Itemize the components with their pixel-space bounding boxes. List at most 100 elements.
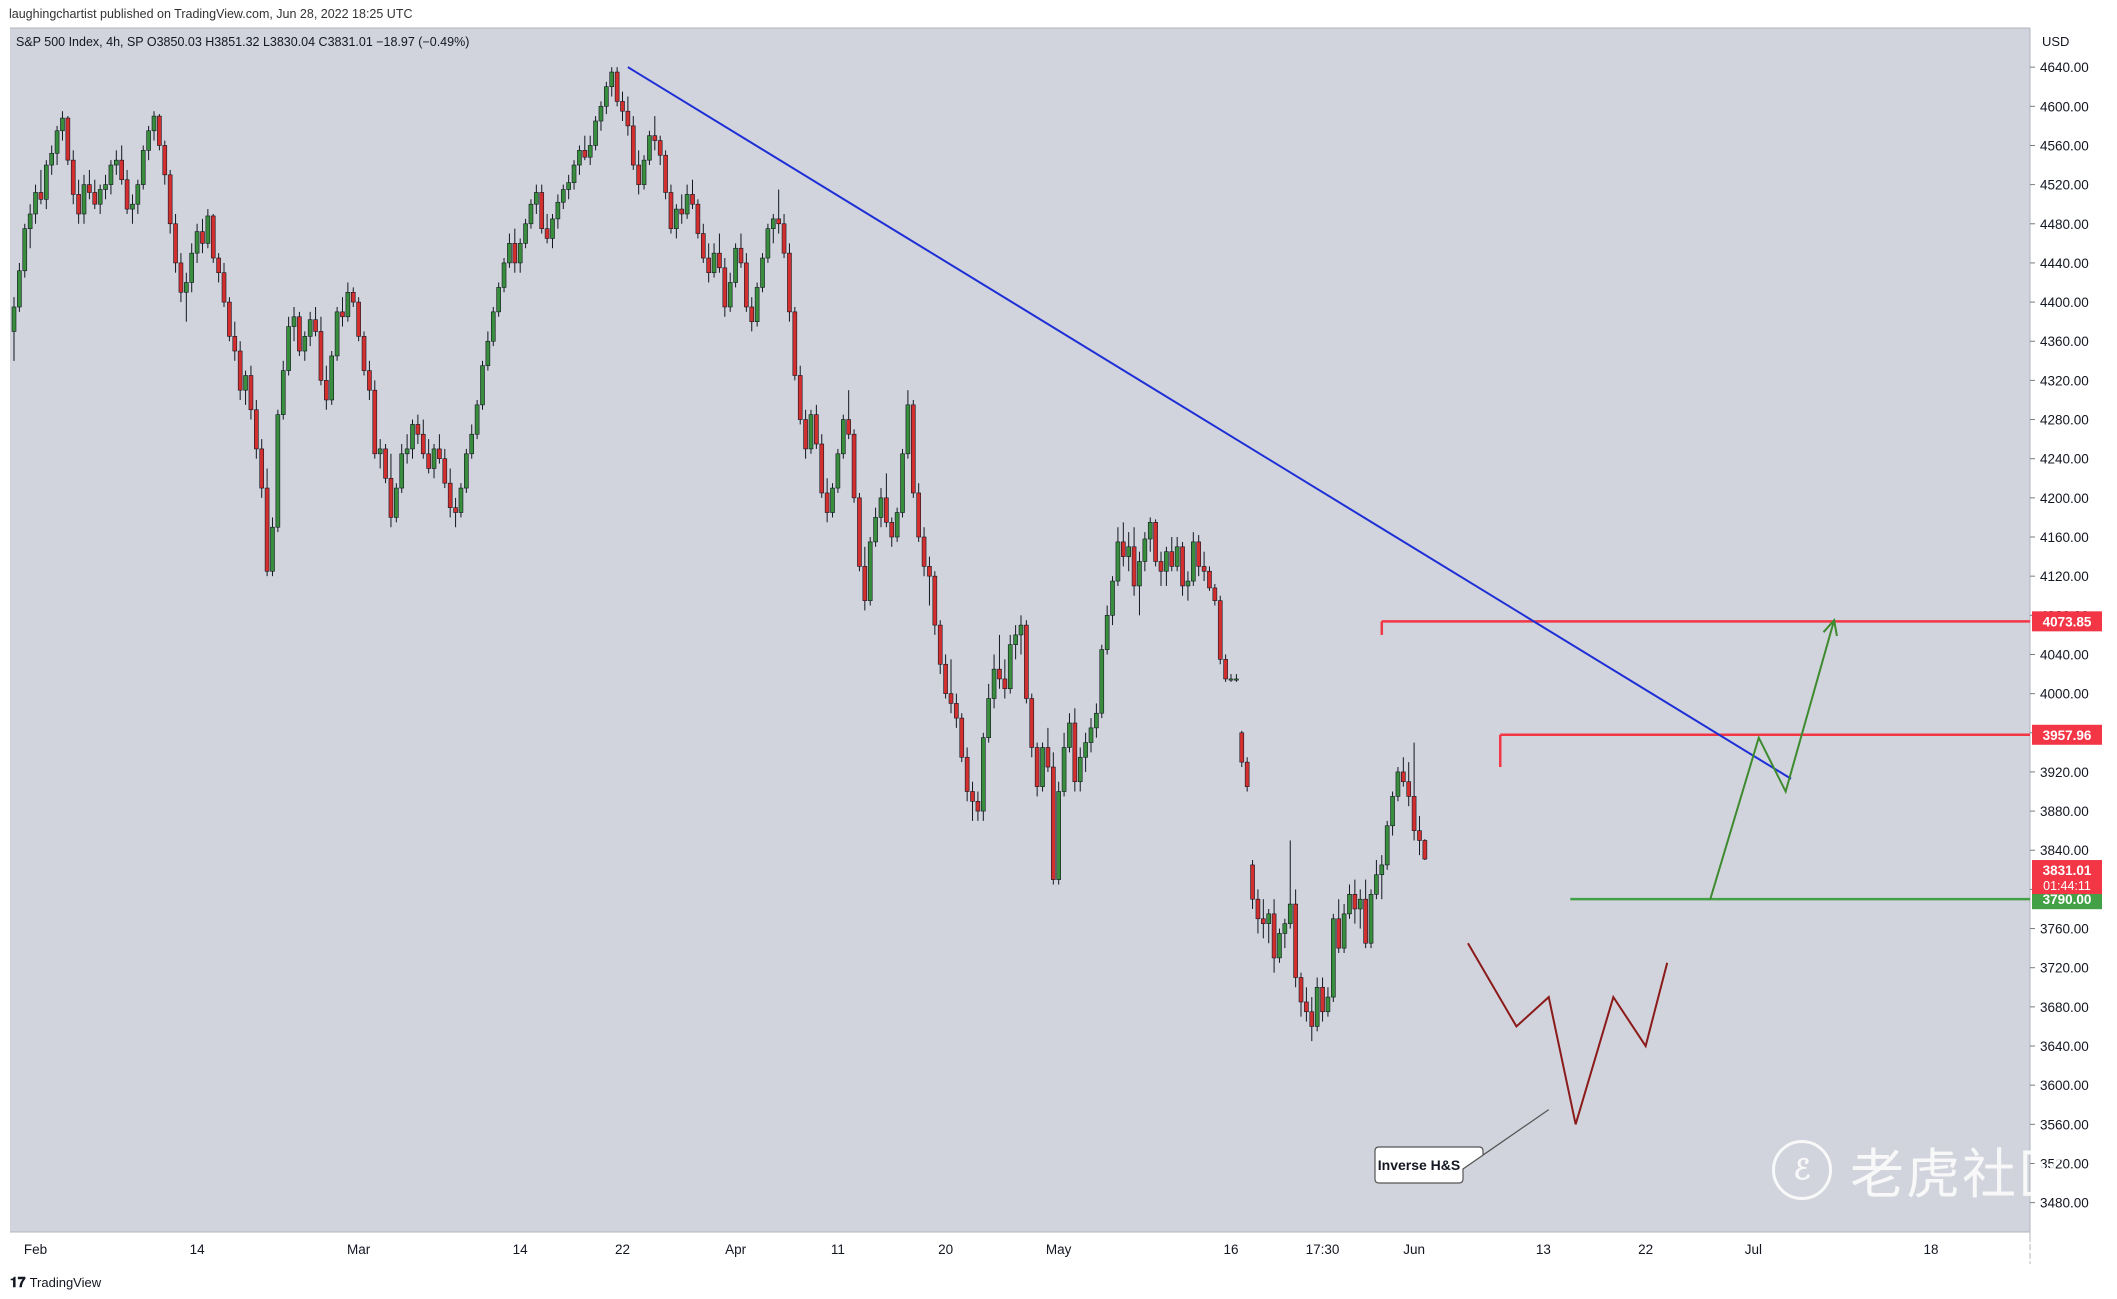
candle-body[interactable] [921,536,927,567]
candle-body[interactable] [410,424,415,450]
candle-body[interactable] [1357,898,1363,910]
candle-body[interactable] [577,150,582,166]
candle-body[interactable] [937,624,943,665]
candle-body[interactable] [307,319,313,337]
candle-body[interactable] [237,350,243,391]
candle-body[interactable] [1072,722,1078,783]
candle-body[interactable] [528,203,534,225]
candle-body[interactable] [997,668,1002,680]
candle-body[interactable] [722,267,728,308]
candle-body[interactable] [324,380,329,401]
candle-body[interactable] [60,117,65,132]
candle-body[interactable] [501,262,507,288]
candle-body[interactable] [361,336,367,371]
candle-body[interactable] [205,215,211,244]
candle-body[interactable] [1228,678,1234,681]
candle-body[interactable] [1223,659,1228,680]
candle-body[interactable] [1029,698,1035,748]
candle-body[interactable] [1234,678,1239,681]
candle-body[interactable] [1277,933,1282,959]
candle-body[interactable] [227,301,232,337]
candle-body[interactable] [760,257,765,288]
candle-body[interactable] [507,243,512,264]
candle-body[interactable] [1169,551,1175,567]
candle-body[interactable] [367,370,372,391]
candle-body[interactable] [857,497,862,567]
candle-body[interactable] [1250,864,1255,900]
candle-body[interactable] [970,791,975,802]
candle-body[interactable] [27,213,33,229]
candle-body[interactable] [259,448,265,489]
candle-body[interactable] [1099,649,1105,714]
candle-body[interactable] [1104,615,1110,650]
candle-body[interactable] [754,287,760,322]
candle-body[interactable] [377,448,383,455]
candle-body[interactable] [1174,546,1180,567]
candle-body[interactable] [647,135,652,161]
candle-body[interactable] [248,375,254,411]
candle-body[interactable] [1212,587,1218,601]
candle-body[interactable] [426,453,431,469]
candle-body[interactable] [151,115,157,132]
candle-body[interactable] [1325,996,1331,1013]
candle-body[interactable] [49,152,54,166]
candle-body[interactable] [447,482,453,508]
candle-body[interactable] [1255,898,1261,920]
candle-body[interactable] [862,566,868,601]
candle-body[interactable] [33,192,38,215]
candle-body[interactable] [114,159,119,166]
candle-body[interactable] [87,184,92,193]
candle-body[interactable] [270,526,275,572]
candle-body[interactable] [636,164,641,185]
candle-body[interactable] [560,189,566,203]
candle-body[interactable] [356,301,361,337]
candle-body[interactable] [1185,580,1191,587]
candle-body[interactable] [910,404,916,494]
candle-body[interactable] [81,184,87,215]
candle-body[interactable] [620,101,625,112]
candle-body[interactable] [1180,546,1185,587]
candle-body[interactable] [1131,546,1137,587]
candle-body[interactable] [1201,566,1207,572]
candle-body[interactable] [490,311,496,342]
candle-body[interactable] [539,192,545,229]
candle-body[interactable] [652,135,658,141]
candle-body[interactable] [243,375,248,391]
candle-body[interactable] [1002,678,1008,690]
candle-body[interactable] [254,409,259,450]
candle-body[interactable] [1196,541,1201,567]
candle-body[interactable] [819,443,825,494]
candle-body[interactable] [1282,923,1288,934]
candle-body[interactable] [1239,732,1245,763]
candle-body[interactable] [727,282,733,308]
candle-body[interactable] [1244,761,1250,787]
candle-body[interactable] [1067,722,1072,748]
candle-body[interactable] [566,182,571,190]
candle-body[interactable] [808,414,814,450]
candle-body[interactable] [657,140,663,156]
candle-body[interactable] [70,159,76,195]
candle-body[interactable] [65,117,71,161]
candle-body[interactable] [97,189,103,205]
candle-body[interactable] [846,419,851,435]
candle-body[interactable] [1395,771,1401,797]
candle-body[interactable] [894,512,900,538]
tradingview-logo[interactable]: 𝟏𝟕 TradingView [10,1274,101,1291]
candle-body[interactable] [1007,644,1013,690]
candle-body[interactable] [1266,913,1272,924]
candle-body[interactable] [582,150,588,158]
candle-body[interactable] [512,243,518,264]
candle-body[interactable] [1336,918,1342,949]
candle-body[interactable] [431,448,437,469]
candle-body[interactable] [641,159,647,185]
candle-body[interactable] [765,228,771,259]
candle-body[interactable] [1401,771,1406,783]
candle-body[interactable] [437,448,442,459]
candle-body[interactable] [399,453,405,489]
annotation-callout[interactable] [1374,1109,1550,1184]
candle-body[interactable] [706,257,711,274]
candle-body[interactable] [884,497,889,523]
candle-body[interactable] [350,291,356,303]
candle-body[interactable] [835,453,841,489]
candle-body[interactable] [388,477,394,518]
